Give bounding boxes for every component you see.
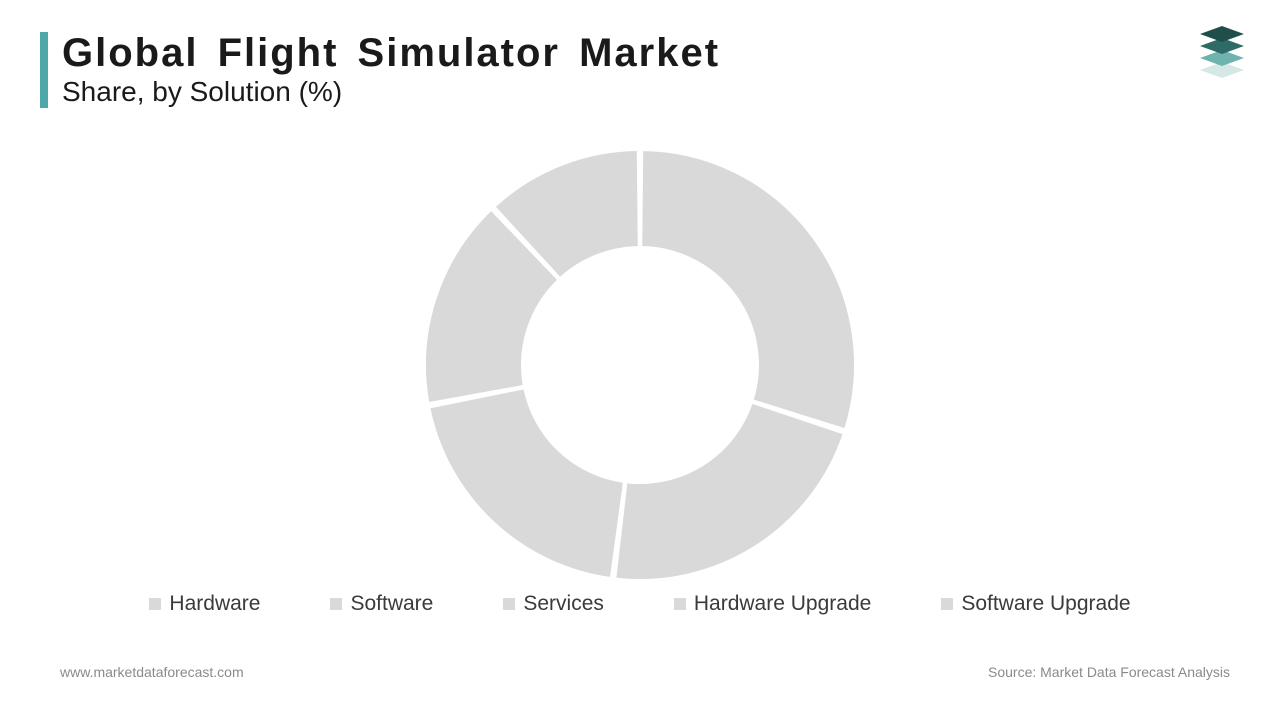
legend-item: Software Upgrade [941,592,1130,616]
legend-item: Software [330,592,433,616]
legend-swatch [149,598,161,610]
donut-slice [429,388,624,578]
footer-right: Source: Market Data Forecast Analysis [988,664,1230,680]
legend-item: Hardware [149,592,260,616]
footer-left: www.marketdataforecast.com [60,664,244,680]
legend-swatch [503,598,515,610]
legend-label: Hardware Upgrade [694,592,871,616]
donut-slice [615,403,843,580]
legend-item: Services [503,592,604,616]
page-title: Global Flight Simulator Market [62,32,720,74]
legend-label: Services [523,592,604,616]
legend-label: Hardware [169,592,260,616]
donut-chart [420,145,860,585]
legend-label: Software [350,592,433,616]
stack-icon [1190,18,1254,82]
legend-swatch [941,598,953,610]
legend-swatch [674,598,686,610]
chart-legend: Hardware Software Services Hardware Upgrade… [0,592,1280,616]
legend-label: Software Upgrade [961,592,1130,616]
page-subtitle: Share, by Solution (%) [62,76,720,108]
donut-svg [420,145,860,585]
donut-slice [641,150,855,429]
legend-item: Hardware Upgrade [674,592,871,616]
title-block: Global Flight Simulator Market Share, by… [40,32,720,108]
brand-logo [1190,18,1254,82]
legend-swatch [330,598,342,610]
